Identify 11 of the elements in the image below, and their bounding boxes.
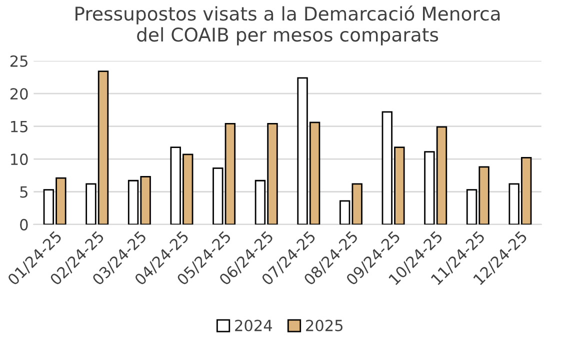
y-tick-label: 10: [11, 154, 28, 166]
bar: [339, 200, 350, 224]
y-tick-label: 25: [10, 55, 28, 67]
legend-label: 2024: [235, 320, 272, 332]
y-tick-label: 20: [10, 88, 28, 100]
bar: [352, 183, 362, 224]
y-tick-label: 0: [20, 218, 28, 230]
y-tick-label: 15: [11, 120, 28, 132]
y-tick-label: 5: [20, 186, 28, 198]
chart-title: Pressupostos visats a la Demarcació Menorca del COAIB per mesos comparats: [76, 5, 500, 46]
legend-label: 2025: [306, 320, 342, 332]
